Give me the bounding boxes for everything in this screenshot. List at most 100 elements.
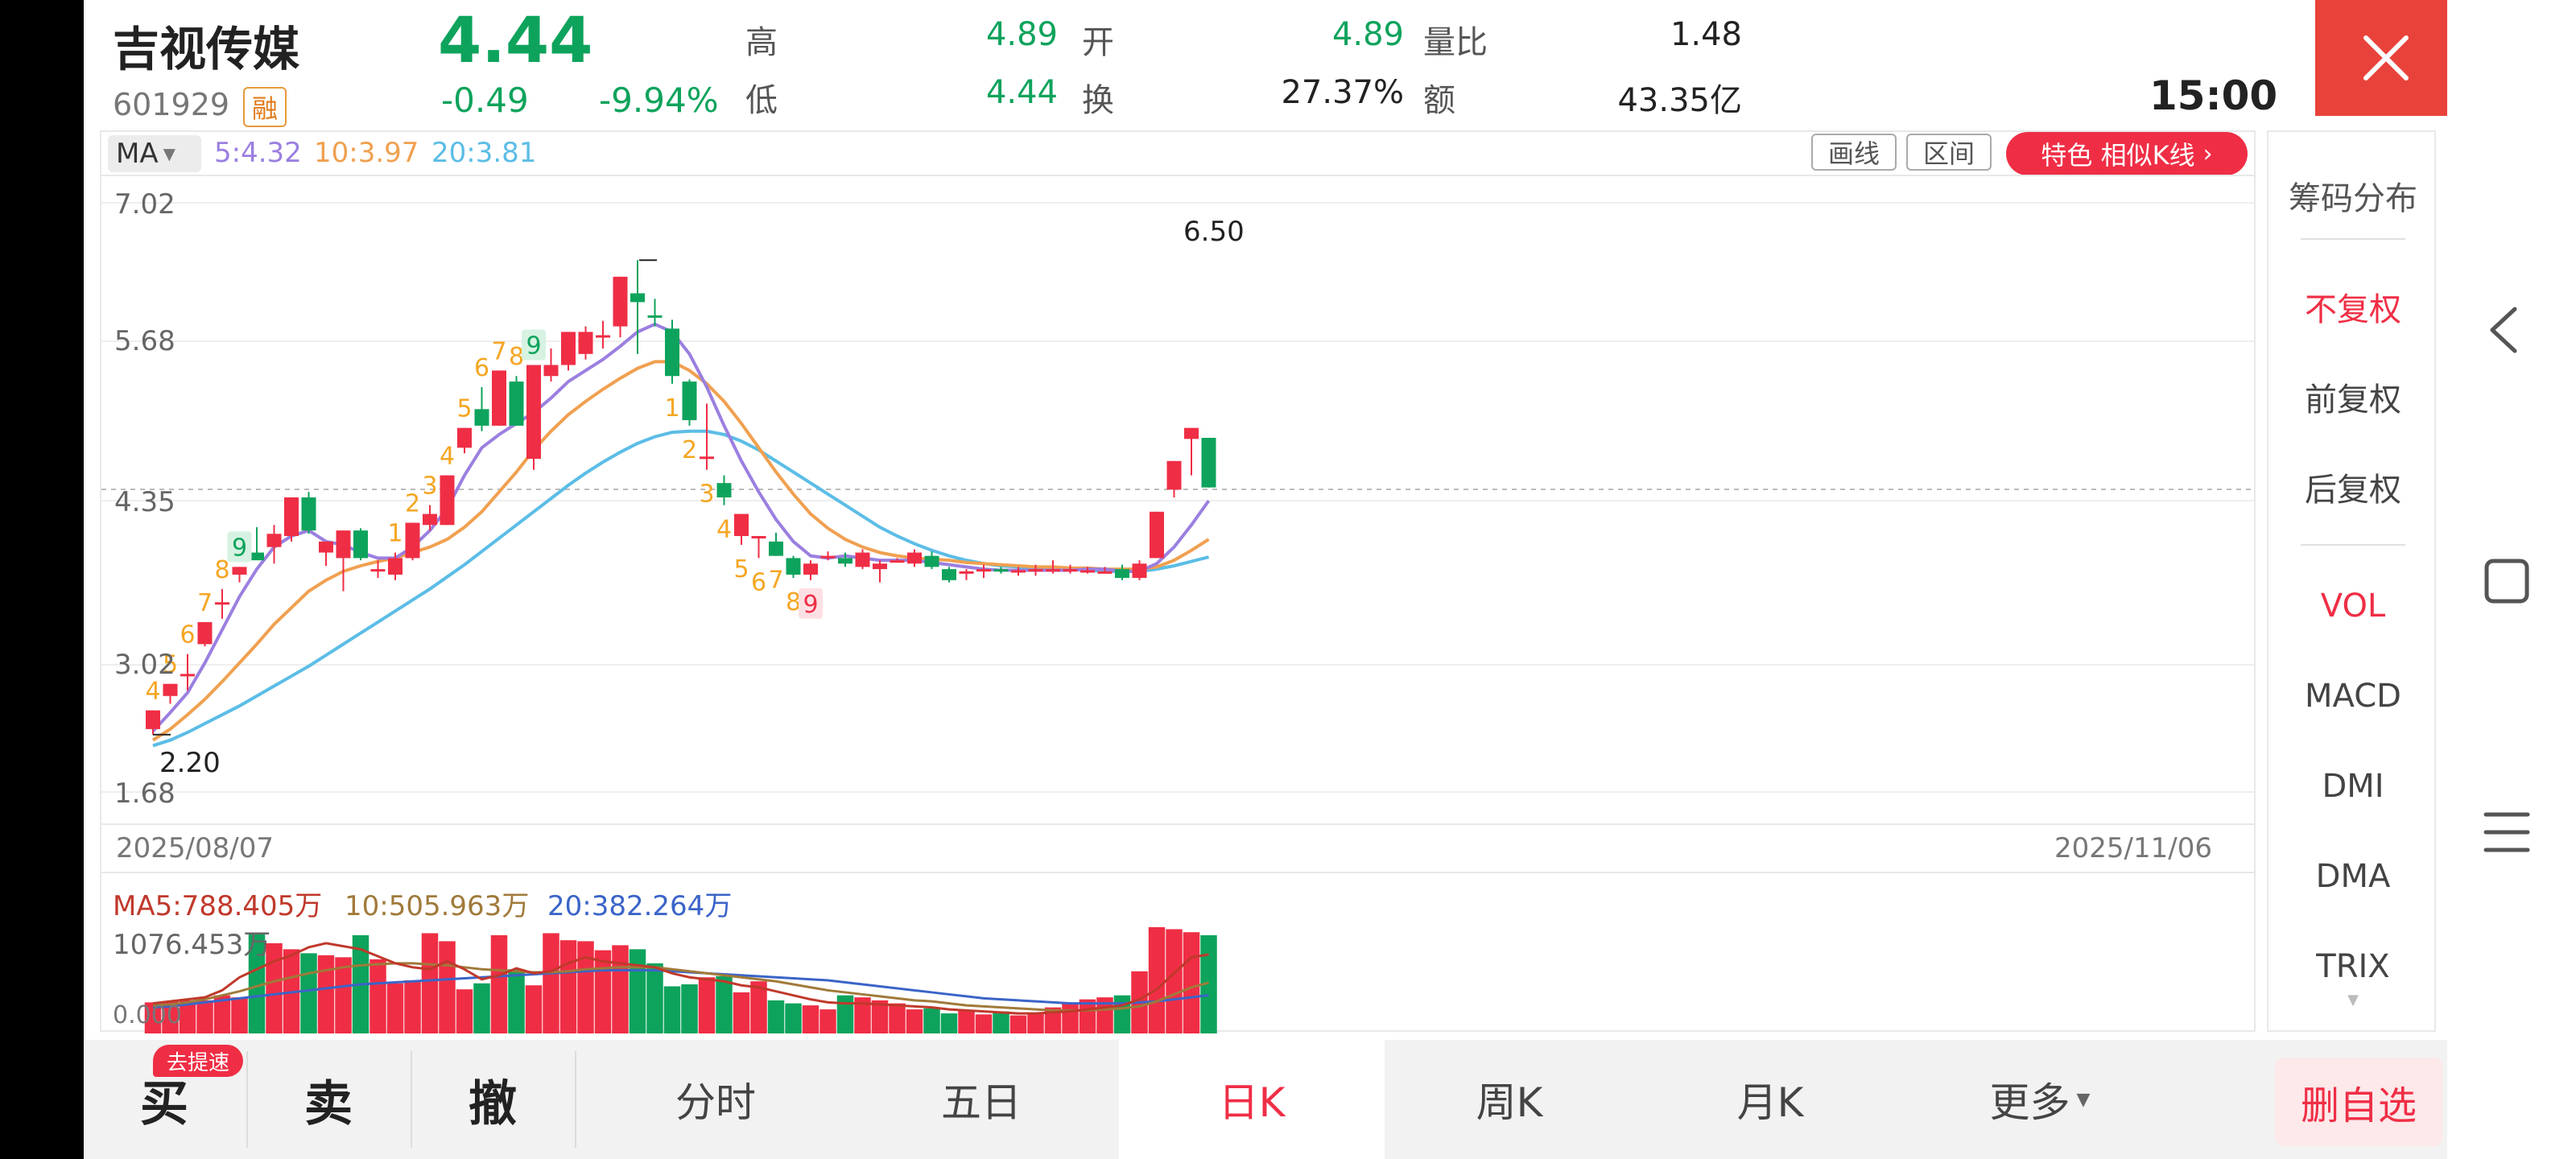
candle-body xyxy=(284,497,299,536)
chevron-right-icon: › xyxy=(2202,139,2213,168)
candle-body xyxy=(405,522,420,559)
range-button[interactable]: 区间 xyxy=(1906,134,1992,171)
volume-bar xyxy=(179,1000,196,1033)
candle-body xyxy=(976,569,991,572)
td-count-label: 3 xyxy=(699,481,714,509)
tab-intraday[interactable]: 分时 xyxy=(675,1079,756,1126)
volume-bar xyxy=(836,995,854,1033)
peak-annotation: 6.50 xyxy=(1183,216,1245,248)
ma-selector[interactable]: MA ▼ xyxy=(108,135,201,172)
volume-bar xyxy=(248,933,266,1033)
volume-bar xyxy=(386,983,404,1033)
candle-body xyxy=(250,552,264,561)
td-count-label: 2 xyxy=(682,436,697,464)
ma10-line xyxy=(151,360,1210,742)
remove-watchlist-button[interactable]: 删自选 xyxy=(2275,1058,2442,1146)
candle-body xyxy=(301,497,316,531)
volume-bar xyxy=(612,945,629,1033)
candle-body xyxy=(769,541,783,556)
volume-bar xyxy=(958,1010,975,1033)
low-annotation: 2.20 xyxy=(159,747,221,779)
volume-bar xyxy=(819,1009,836,1033)
similar-k-button[interactable]: 特色 相似K线 › xyxy=(2006,132,2248,175)
volume-bar xyxy=(196,1000,213,1033)
buy-button[interactable]: 买 xyxy=(140,1075,188,1132)
candle-body xyxy=(492,370,506,426)
vol-ma5-line xyxy=(152,942,1209,1015)
draw-line-button[interactable]: 画线 xyxy=(1811,134,1897,171)
candlesticks xyxy=(146,259,1216,736)
volume-bar xyxy=(421,933,439,1033)
tab-month-k[interactable]: 月K xyxy=(1736,1079,1804,1126)
divider xyxy=(2301,544,2405,546)
candle-body xyxy=(596,335,610,338)
volume-bar xyxy=(871,1000,889,1033)
ma5-legend: 5:4.32 xyxy=(214,137,302,169)
td-count-label: 5 xyxy=(456,395,472,423)
tab-day-k[interactable]: 日K xyxy=(1218,1079,1286,1126)
candle-body xyxy=(803,563,818,575)
back-icon[interactable] xyxy=(2484,304,2523,356)
volume-bar xyxy=(577,941,594,1033)
candle-body xyxy=(820,555,836,559)
volume-bar xyxy=(663,986,681,1033)
price-change: -0.49 xyxy=(441,80,529,120)
td-count-label: 9 xyxy=(526,332,541,361)
speedup-badge[interactable]: 去提速 xyxy=(153,1045,243,1077)
candle-body xyxy=(370,569,386,572)
divider xyxy=(246,1051,248,1148)
candle-body xyxy=(146,710,160,729)
candle-body xyxy=(907,552,922,564)
candle-body xyxy=(232,567,247,575)
volume-bar xyxy=(906,1009,923,1033)
td-count-label: 5 xyxy=(733,555,749,584)
no-adjust-option[interactable]: 不复权 xyxy=(2305,291,2401,328)
chip-distribution-button[interactable]: 筹码分布 xyxy=(2289,180,2417,217)
volume-bar xyxy=(1166,929,1183,1033)
tab-week-k[interactable]: 周K xyxy=(1476,1079,1543,1126)
vol-ratio-value: 1.48 xyxy=(1670,16,1742,53)
candle-body xyxy=(682,382,697,421)
candle-body xyxy=(1184,427,1199,439)
volume-bar xyxy=(1044,1007,1062,1033)
turnover-value: 27.37% xyxy=(1281,74,1404,111)
candle-body xyxy=(440,475,455,526)
indicator-vol[interactable]: VOL xyxy=(2320,588,2386,625)
close-button[interactable] xyxy=(2315,0,2447,116)
tab-five-day[interactable]: 五日 xyxy=(941,1079,1022,1126)
indicator-trix[interactable]: TRIX xyxy=(2316,948,2390,985)
volume-bar xyxy=(369,959,386,1033)
candle-body xyxy=(942,569,956,580)
sell-button[interactable]: 卖 xyxy=(304,1075,353,1132)
volume-bar xyxy=(456,989,473,1033)
volume-bar xyxy=(1200,934,1217,1033)
recents-icon[interactable] xyxy=(2481,810,2533,855)
tab-more[interactable]: 更多 ▼ xyxy=(1935,1040,2145,1159)
td-count-label: 8 xyxy=(786,588,801,617)
indicator-dma[interactable]: DMA xyxy=(2315,858,2391,895)
td-count-label: 6 xyxy=(180,621,195,650)
caret-down-icon: ▼ xyxy=(2076,1089,2091,1110)
cancel-order-button[interactable]: 撤 xyxy=(469,1075,517,1132)
candle-body xyxy=(734,514,749,536)
volume-bar xyxy=(993,1011,1009,1033)
candle-body xyxy=(197,621,213,645)
td-count-label: 3 xyxy=(422,472,437,501)
indicator-macd[interactable]: MACD xyxy=(2305,678,2401,715)
post-adjust-option[interactable]: 后复权 xyxy=(2305,472,2401,509)
low-label: 低 xyxy=(745,82,778,119)
volume-bar xyxy=(802,1005,819,1033)
candle-body xyxy=(526,365,541,460)
indicator-dmi[interactable]: DMI xyxy=(2322,768,2384,805)
high-label: 高 xyxy=(745,24,778,61)
td-count-label: 4 xyxy=(716,516,732,544)
td-count-label: 6 xyxy=(751,568,766,596)
volume-bar xyxy=(1027,1013,1044,1033)
volume-bar xyxy=(1148,926,1166,1033)
home-icon[interactable] xyxy=(2483,557,2531,605)
open-label: 开 xyxy=(1082,24,1114,61)
pre-adjust-option[interactable]: 前复权 xyxy=(2305,382,2401,419)
vol-ma5-legend: MA5:788.405万 xyxy=(113,890,323,922)
price-tick-4: 3.02 xyxy=(114,649,175,681)
